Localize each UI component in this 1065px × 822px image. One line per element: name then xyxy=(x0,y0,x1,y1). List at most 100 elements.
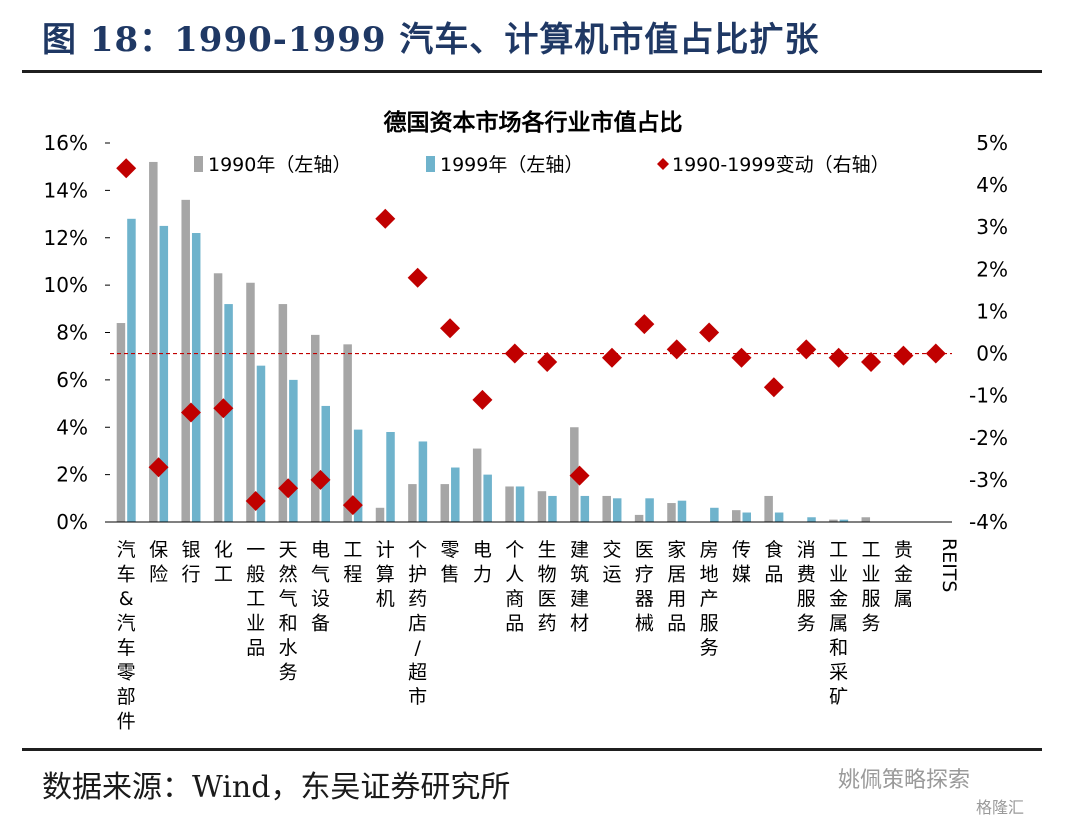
change-marker xyxy=(278,478,299,499)
chart: 德国资本市场各行业市值占比 1990年（左轴） 1999年（左轴） 1990-199… xyxy=(44,109,1008,733)
category-label: 保险 xyxy=(149,539,168,586)
bar-1999 xyxy=(159,225,169,522)
left-axis-tick-label: 16% xyxy=(44,131,88,155)
bar-1990 xyxy=(764,495,773,522)
bar-1999 xyxy=(418,441,428,522)
category-label: 个人商品 xyxy=(505,539,524,635)
right-axis-tick-label: 2% xyxy=(976,257,1008,281)
legend-swatch xyxy=(426,156,435,172)
bar-1990 xyxy=(440,484,450,522)
source-note: 数据来源：Wind，东吴证券研究所 xyxy=(42,770,511,805)
left-axis-tick-label: 12% xyxy=(44,226,88,250)
figure-title: 图 18：1990-1999 汽车、计算机市值占比扩张 xyxy=(42,20,820,60)
change-marker xyxy=(925,343,946,364)
change-marker xyxy=(407,267,428,288)
change-marker xyxy=(342,495,363,516)
bar-1999 xyxy=(321,405,330,522)
category-label: 交运 xyxy=(602,539,621,586)
bar-1990 xyxy=(829,519,838,522)
bar-1990 xyxy=(375,507,385,522)
bar-1990 xyxy=(667,503,676,522)
left-axis-tick-label: 14% xyxy=(44,178,88,202)
legend: 1990年（左轴） 1999年（左轴） 1990-1999变动（右轴） xyxy=(194,154,890,176)
category-label: 食品 xyxy=(764,539,783,586)
bar-1990 xyxy=(408,484,417,522)
change-marker xyxy=(245,490,266,511)
change-marker xyxy=(634,314,655,335)
legend-swatch xyxy=(657,158,669,170)
bar-1990 xyxy=(311,334,320,522)
axes: 0% 2% 4% 6% 8% 10% 12% 14% 16% -4% -3% -2% -1% 0% 1% 2%… xyxy=(44,131,1008,733)
bar-1999 xyxy=(839,519,849,522)
right-axis-tick-label: -1% xyxy=(969,384,1008,408)
right-axis-tick-label: 4% xyxy=(976,173,1008,197)
right-axis-tick-label: 3% xyxy=(976,215,1008,239)
left-axis-tick-label: 4% xyxy=(56,415,88,439)
left-axis-tick-label: 6% xyxy=(56,368,88,392)
category-label: 汽车&汽车零部件 xyxy=(117,539,136,733)
change-marker xyxy=(440,318,461,339)
legend-label: 1999年（左轴） xyxy=(440,154,583,176)
bar-1999 xyxy=(710,507,719,522)
category-label: 电力 xyxy=(473,539,492,586)
right-axis-tick-label: 0% xyxy=(976,342,1008,366)
change-marker xyxy=(116,158,137,179)
change-marker xyxy=(148,457,169,478)
bar-1990 xyxy=(472,448,482,522)
category-label: 天然气和水务 xyxy=(279,539,298,684)
bar-1999 xyxy=(580,495,590,522)
change-marker xyxy=(601,347,622,368)
category-label: 工程 xyxy=(343,539,362,586)
bar-1999 xyxy=(353,429,363,522)
change-marker xyxy=(569,465,590,486)
right-axis-tick-label: 5% xyxy=(976,131,1008,155)
change-marker xyxy=(861,351,882,372)
change-marker xyxy=(763,377,784,398)
change-marker xyxy=(180,402,201,423)
bar-1990 xyxy=(116,323,126,522)
category-label: 工业服务 xyxy=(862,539,881,635)
bar-1990 xyxy=(732,510,741,522)
change-marker xyxy=(893,345,914,366)
bar-1999 xyxy=(386,431,395,522)
category-label: 工业金属和采矿 xyxy=(829,539,848,708)
chart-title: 德国资本市场各行业市值占比 xyxy=(384,109,683,136)
category-label: 贵金属 xyxy=(894,539,913,610)
top-rule xyxy=(22,70,1042,73)
bar-1999 xyxy=(645,498,654,522)
category-label: 建筑建材 xyxy=(570,539,589,635)
change-marker xyxy=(375,208,396,229)
change-marker xyxy=(828,347,849,368)
bar-1999 xyxy=(677,500,687,522)
category-label: 银行 xyxy=(181,539,200,586)
category-label: 化工 xyxy=(214,539,233,586)
left-axis-tick-label: 10% xyxy=(44,273,88,297)
category-label: 计算机 xyxy=(376,539,395,610)
right-axis-tick-label: -3% xyxy=(969,468,1008,492)
bar-1990 xyxy=(505,486,514,522)
legend-label: 1990-1999变动（右轴） xyxy=(672,154,890,176)
bar-1999 xyxy=(451,467,460,522)
category-label: 个护药店/超市 xyxy=(408,539,427,708)
bar-1999 xyxy=(127,218,136,523)
category-label: 医疗器械 xyxy=(635,539,654,635)
legend-swatch xyxy=(194,156,203,172)
bar-1999 xyxy=(256,365,266,522)
left-axis-tick-label: 8% xyxy=(56,321,88,345)
bar-1990 xyxy=(181,199,190,522)
bar-1990 xyxy=(634,514,644,522)
watermark: 姚佩策略探索 xyxy=(838,768,971,793)
bars xyxy=(116,161,871,523)
right-axis-tick-label: 1% xyxy=(976,299,1008,323)
category-label: REITS xyxy=(938,538,960,592)
change-marker xyxy=(504,343,525,364)
change-marker xyxy=(537,351,558,372)
bar-1999 xyxy=(774,512,784,522)
change-marker xyxy=(472,389,493,410)
bar-1999 xyxy=(483,474,492,522)
left-axis-tick-label: 2% xyxy=(56,463,88,487)
category-label: 家居用品 xyxy=(667,539,686,635)
bar-1990 xyxy=(149,161,158,522)
bar-1999 xyxy=(515,486,525,522)
bar-1990 xyxy=(246,282,255,522)
